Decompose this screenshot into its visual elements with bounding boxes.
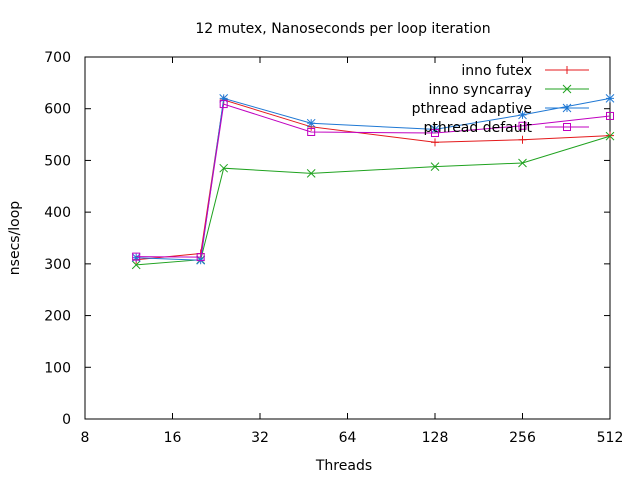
data-point xyxy=(307,127,316,136)
x-tick-label: 32 xyxy=(251,430,269,446)
series-line xyxy=(136,103,611,258)
data-point xyxy=(219,94,229,103)
x-tick-label: 256 xyxy=(509,430,536,446)
y-tick-label: 0 xyxy=(62,412,71,428)
y-tick-label: 700 xyxy=(44,50,71,66)
data-point xyxy=(132,252,141,261)
data-point xyxy=(518,121,527,130)
y-tick-label: 100 xyxy=(44,360,71,376)
legend-marker xyxy=(563,66,571,74)
data-point xyxy=(131,260,141,270)
x-tick-label: 128 xyxy=(422,430,449,446)
data-point xyxy=(606,111,614,120)
legend-label: pthread adaptive xyxy=(412,101,532,117)
series-pthread-default xyxy=(132,100,614,262)
x-axis-label: Threads xyxy=(315,458,372,474)
data-point xyxy=(518,135,527,144)
data-point xyxy=(219,100,228,109)
y-tick-label: 400 xyxy=(44,205,71,221)
data-point xyxy=(518,158,527,168)
y-axis: 0 100 200 300 400 500 600 700 xyxy=(44,50,610,428)
series-inno-futex xyxy=(132,95,614,264)
legend-label: inno syncarray xyxy=(428,82,532,98)
series-inno-syncarray xyxy=(131,131,615,270)
legend-marker xyxy=(562,103,572,113)
x-tick-label: 8 xyxy=(81,430,90,446)
legend: inno futex inno syncarray pthread adaptive… xyxy=(412,63,589,136)
series-line xyxy=(136,97,611,261)
data-point xyxy=(306,118,316,128)
series-line xyxy=(136,135,611,266)
y-tick-label: 200 xyxy=(44,309,71,325)
data-point xyxy=(518,110,527,120)
series-layer xyxy=(131,94,615,270)
data-point xyxy=(196,253,205,262)
x-tick-label: 64 xyxy=(339,430,357,446)
legend-label: pthread default xyxy=(424,120,533,136)
data-point xyxy=(431,129,439,138)
legend-label: inno futex xyxy=(461,63,532,79)
y-tick-label: 600 xyxy=(44,102,71,118)
data-point xyxy=(306,169,316,178)
data-point xyxy=(431,138,439,147)
data-point xyxy=(430,162,440,171)
y-axis-label: nsecs/loop xyxy=(7,201,23,276)
data-point xyxy=(219,163,229,173)
legend-marker xyxy=(563,123,571,131)
y-tick-label: 300 xyxy=(44,257,71,273)
x-axis: 8 16 32 64 128 256 512 xyxy=(81,57,624,446)
x-tick-label: 16 xyxy=(164,430,182,446)
data-point xyxy=(605,131,615,141)
series-pthread-adaptive xyxy=(131,94,615,265)
legend-marker xyxy=(562,84,572,94)
x-tick-label: 512 xyxy=(597,430,624,446)
data-point xyxy=(605,94,615,103)
y-tick-label: 500 xyxy=(44,153,71,169)
chart-title: 12 mutex, Nanoseconds per loop iteration xyxy=(195,21,490,37)
